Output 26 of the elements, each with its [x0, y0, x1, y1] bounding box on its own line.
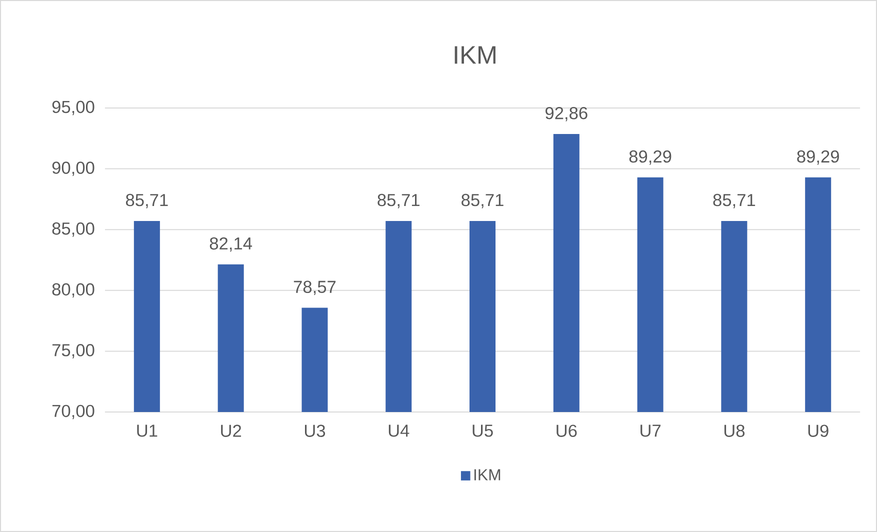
- legend-label: IKM: [474, 469, 500, 480]
- data-label: 89,29: [797, 150, 839, 165]
- y-tick-label: 95,00: [52, 100, 94, 116]
- x-tick-label: U3: [304, 424, 326, 437]
- chart-title: IKM: [454, 46, 496, 64]
- y-tick-label: 90,00: [52, 162, 94, 176]
- x-tick-label: U5: [472, 424, 493, 437]
- x-tick-label: U7: [640, 424, 660, 437]
- data-label: 85,71: [713, 194, 756, 208]
- y-tick-label: 70,00: [52, 404, 94, 420]
- x-tick-label: U6: [556, 424, 577, 437]
- x-tick-label: U9: [808, 424, 828, 437]
- data-label: 92,86: [546, 106, 588, 122]
- data-label: 85,71: [126, 194, 168, 208]
- y-tick-label: 80,00: [52, 283, 94, 298]
- data-label: 85,71: [378, 194, 420, 208]
- x-tick-label: U4: [388, 424, 410, 437]
- y-tick-label: 85,00: [52, 222, 94, 237]
- data-label: 82,14: [210, 237, 252, 252]
- x-tick-label: U2: [221, 424, 242, 437]
- x-tick-label: U8: [724, 424, 745, 437]
- data-label: 85,71: [462, 194, 504, 208]
- y-tick-label: 75,00: [52, 344, 94, 358]
- data-label: 89,29: [629, 150, 672, 165]
- x-tick-label: U1: [137, 424, 158, 437]
- data-label: 78,57: [294, 280, 336, 296]
